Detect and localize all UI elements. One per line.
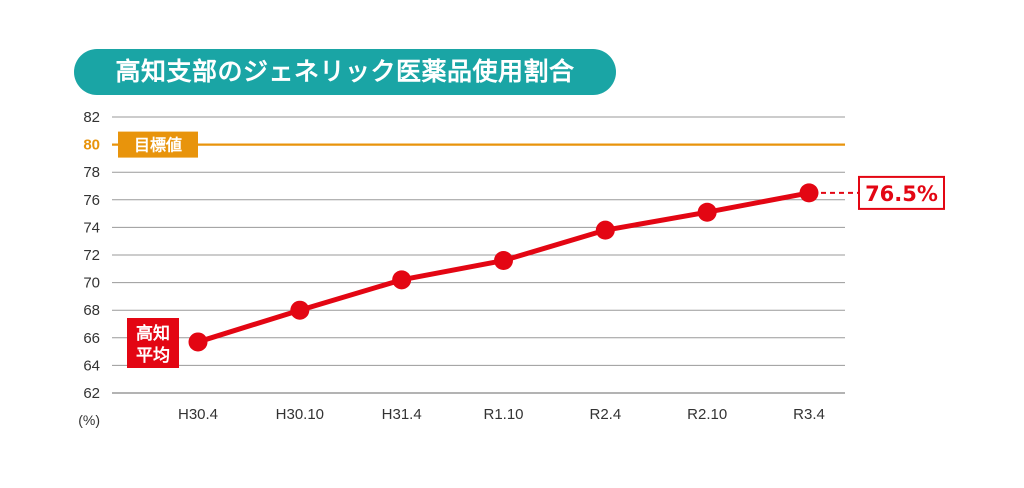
axis-labels: 62 64 66 68 70 72 74 76 78 80 82 (%) H30.4 H30.10 H31.…	[78, 109, 825, 428]
x-tick-label: R2.4	[589, 406, 621, 423]
data-point	[290, 300, 310, 320]
value-callout-label: 76.5%	[865, 182, 938, 206]
series-group	[188, 183, 819, 352]
value-callout-box	[858, 175, 945, 210]
chart-title: 高知支部のジェネリック医薬品使用割合	[74, 49, 616, 95]
y-tick-label: 78	[83, 164, 100, 181]
series-label-line1: 高知	[136, 323, 170, 344]
x-tick-label: R3.4	[793, 406, 825, 423]
y-tick-label: 66	[83, 330, 100, 347]
y-tick-label: 74	[83, 219, 100, 236]
series-label-badge	[127, 318, 179, 368]
y-tick-label: 82	[83, 109, 100, 126]
x-tick-label: H31.4	[382, 406, 422, 423]
y-tick-label: 80	[83, 137, 100, 154]
data-point	[697, 202, 717, 222]
data-point	[494, 251, 513, 271]
grid-lines	[112, 116, 845, 394]
y-tick-label: 64	[83, 357, 100, 374]
x-tick-label: R2.10	[687, 406, 727, 423]
series-label-line2: 平均	[136, 345, 170, 366]
y-tick-label: 70	[83, 275, 100, 292]
data-point	[799, 183, 819, 203]
y-unit-label: (%)	[78, 412, 100, 428]
target-line-group: 目標値	[112, 131, 845, 158]
data-point	[392, 270, 412, 290]
data-point	[595, 220, 615, 240]
x-tick-label: H30.10	[276, 406, 324, 423]
y-tick-label: 72	[83, 247, 100, 264]
target-badge	[118, 131, 198, 158]
x-tick-label: R1.10	[483, 406, 523, 423]
data-point	[188, 332, 208, 352]
x-tick-label: H30.4	[178, 406, 218, 423]
target-label: 目標値	[134, 136, 182, 155]
y-tick-label: 76	[83, 192, 100, 209]
y-tick-label: 62	[83, 385, 100, 402]
y-tick-label: 68	[83, 302, 100, 319]
